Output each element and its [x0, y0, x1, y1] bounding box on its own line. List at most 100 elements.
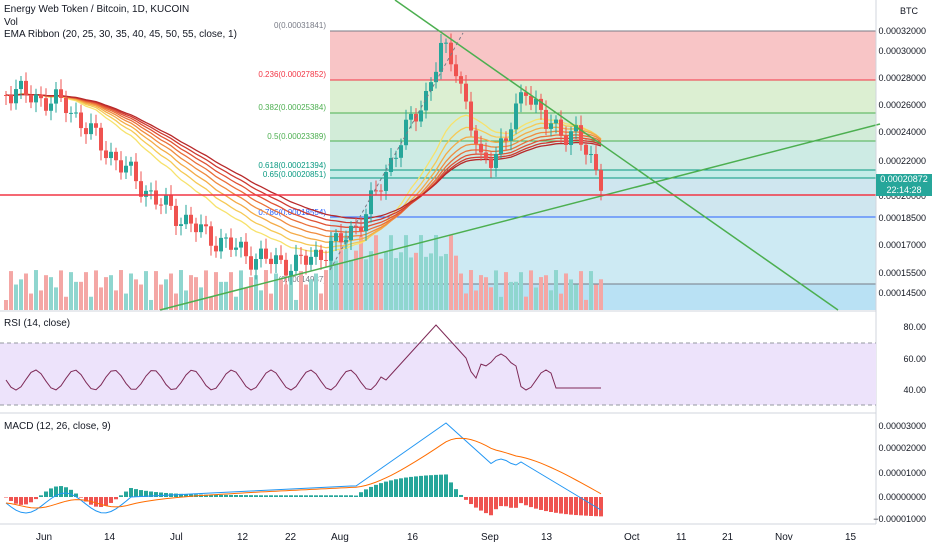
- volume-bar: [129, 273, 133, 310]
- macd-histogram-bar: [369, 486, 373, 497]
- volume-bar: [414, 252, 418, 310]
- candle-body: [359, 226, 363, 232]
- volume-bar: [439, 256, 443, 310]
- candle-body: [179, 224, 183, 226]
- macd-histogram-bar: [9, 497, 13, 501]
- macd-histogram-bar: [549, 497, 553, 512]
- candle-body: [199, 224, 203, 233]
- candle-body: [9, 95, 13, 104]
- volume-bar: [34, 270, 38, 310]
- volume-bar: [554, 270, 558, 310]
- ascending-trendline[interactable]: [159, 123, 881, 311]
- macd-legend[interactable]: MACD (12, 26, close, 9): [4, 421, 111, 432]
- macd-histogram-bar: [544, 497, 548, 512]
- price-tick: 0.00014500: [878, 288, 926, 298]
- volume-bar: [24, 273, 28, 310]
- candle-body: [239, 241, 243, 248]
- volume-bar: [584, 299, 588, 310]
- macd-histogram-bar: [99, 497, 103, 507]
- volume-bar: [109, 275, 113, 310]
- candle-body: [74, 112, 78, 114]
- volume-bar: [544, 275, 548, 310]
- macd-histogram-bar: [149, 491, 153, 497]
- candle-body: [99, 127, 103, 151]
- candle-body: [249, 256, 253, 270]
- volume-bar: [164, 279, 168, 310]
- candle-body: [14, 89, 18, 104]
- descending-trendline[interactable]: [394, 0, 839, 311]
- macd-histogram-bar: [249, 495, 253, 497]
- volume-bar: [379, 258, 383, 310]
- ema-ribbon-legend[interactable]: EMA Ribbon (20, 25, 30, 35, 40, 45, 50, …: [4, 29, 237, 40]
- symbol-title[interactable]: Energy Web Token / Bitcoin, 1D, KUCOIN: [4, 4, 190, 15]
- candle-body: [289, 270, 293, 276]
- macd-histogram-bar: [254, 495, 258, 497]
- volume-legend[interactable]: Vol: [4, 17, 18, 28]
- candle-body: [4, 95, 8, 96]
- fib-label-065: 0.65(0.00020851): [263, 170, 327, 179]
- volume-bar: [44, 275, 48, 310]
- volume-bar: [104, 277, 108, 310]
- candle-body: [384, 171, 388, 191]
- macd-histogram-bar: [129, 488, 133, 497]
- macd-histogram-bar: [574, 497, 578, 516]
- fib-label-05: 0.5(0.00023389): [267, 132, 326, 141]
- macd-histogram-bar: [539, 497, 543, 510]
- macd-histogram-bar: [459, 494, 463, 497]
- current-price-value: 0.00020872: [880, 174, 928, 184]
- macd-histogram-bar: [339, 495, 343, 497]
- candle-body: [354, 225, 358, 227]
- volume-bar: [259, 290, 263, 310]
- macd-histogram-bar: [189, 494, 193, 497]
- time-tick: 13: [541, 532, 553, 543]
- candle-body: [519, 92, 523, 104]
- candle-body: [464, 83, 468, 102]
- macd-tick: 0.00001000: [878, 468, 926, 478]
- volume-bar: [504, 272, 508, 310]
- macd-signal-line: [5, 437, 602, 509]
- macd-histogram-bar: [19, 497, 23, 505]
- volume-bar: [324, 270, 328, 310]
- volume-bar: [469, 270, 473, 310]
- candle-body: [394, 157, 398, 159]
- macd-histogram-bar: [454, 489, 458, 497]
- macd-histogram-bar: [484, 497, 488, 514]
- volume-bars: [4, 235, 603, 310]
- volume-bar: [489, 287, 493, 310]
- volume-bar: [74, 281, 78, 310]
- macd-histogram-bar: [569, 497, 573, 515]
- macd-histogram-bar: [414, 476, 418, 497]
- volume-bar: [239, 270, 243, 310]
- current-price-tag[interactable]: 0.00020872 22:14:28: [876, 174, 932, 196]
- volume-bar: [194, 277, 198, 310]
- candle-body: [104, 150, 108, 159]
- rsi-legend[interactable]: RSI (14, close): [4, 318, 71, 329]
- macd-histogram-bar: [504, 497, 508, 507]
- candle-body: [524, 92, 528, 96]
- price-tick: 0.00030000: [878, 46, 926, 56]
- macd-histogram-bar: [104, 497, 108, 506]
- macd-histogram-bar: [144, 490, 148, 497]
- candle-body: [134, 161, 138, 182]
- macd-histogram-bar: [279, 495, 283, 497]
- candle-body: [89, 123, 93, 135]
- candle-body: [484, 152, 488, 159]
- volume-bar: [169, 273, 173, 310]
- macd-histogram-bar: [319, 495, 323, 497]
- macd-histogram-bar: [439, 474, 443, 497]
- candle-body: [299, 254, 303, 256]
- volume-bar: [254, 275, 258, 310]
- candle-body: [39, 94, 43, 99]
- volume-bar: [274, 273, 278, 310]
- candle-body: [204, 224, 208, 227]
- volume-bar: [64, 296, 68, 310]
- candle-body: [499, 138, 503, 155]
- macd-histogram-bar: [429, 475, 433, 497]
- candle-body: [29, 94, 33, 103]
- price-tick: 0.00024000: [878, 127, 926, 137]
- macd-histogram-bar: [589, 497, 593, 516]
- volume-bar: [574, 284, 578, 310]
- volume-bar: [184, 290, 188, 310]
